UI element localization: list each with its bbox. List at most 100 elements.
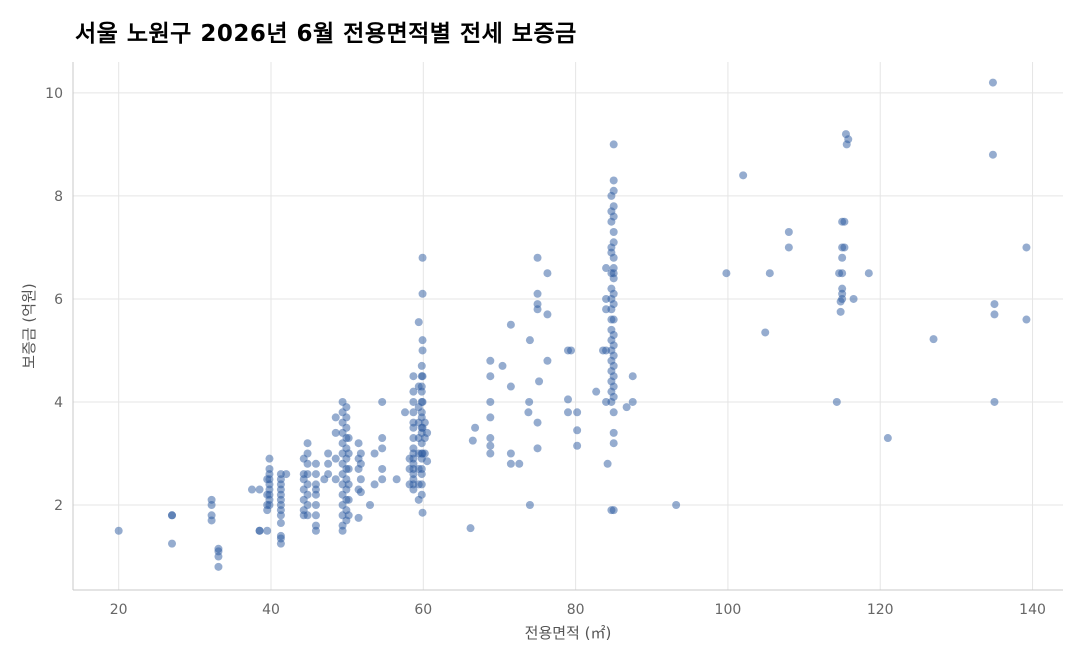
data-point: [543, 310, 552, 319]
data-point: [378, 464, 387, 473]
data-point: [609, 186, 618, 195]
data-point: [423, 428, 432, 437]
data-point: [609, 176, 618, 185]
data-point: [214, 562, 223, 571]
data-point: [722, 269, 731, 278]
data-point: [609, 428, 618, 437]
data-point: [342, 413, 351, 422]
data-point: [498, 361, 507, 370]
data-point: [276, 539, 285, 548]
data-point: [344, 434, 353, 443]
data-point: [533, 418, 542, 427]
data-point: [765, 269, 774, 278]
data-point: [331, 428, 340, 437]
x-tick-label: 100: [715, 602, 742, 618]
y-tick-label: 6: [54, 292, 63, 308]
data-point: [761, 328, 770, 337]
data-point: [370, 449, 379, 458]
x-axis-label: 전용면적 (㎡): [525, 624, 612, 642]
data-point: [207, 516, 216, 525]
data-point: [609, 382, 618, 391]
data-point: [535, 377, 544, 386]
data-point: [356, 449, 365, 458]
data-point: [471, 423, 480, 432]
data-point: [354, 439, 363, 448]
y-axis-label: 보증금 (억원): [20, 283, 38, 368]
tick-labels: 20 40 60 80 100 120 140 2 4 6 8 10: [45, 86, 1046, 618]
data-point: [414, 318, 423, 327]
x-tick-label: 60: [414, 602, 432, 618]
x-tick-label: 40: [262, 602, 280, 618]
data-point: [486, 397, 495, 406]
data-point: [311, 470, 320, 479]
data-point: [838, 269, 847, 278]
data-point: [344, 449, 353, 458]
data-point: [418, 253, 427, 262]
data-point: [378, 397, 387, 406]
data-point: [303, 480, 312, 489]
data-point: [311, 501, 320, 510]
data-point: [417, 387, 426, 396]
data-point: [344, 495, 353, 504]
y-tick-label: 2: [54, 498, 63, 514]
data-point: [506, 382, 515, 391]
data-point: [988, 150, 997, 159]
data-point: [311, 459, 320, 468]
data-point: [533, 289, 542, 298]
data-point: [784, 243, 793, 252]
data-point: [331, 475, 340, 484]
data-point: [255, 485, 264, 494]
data-point: [356, 488, 365, 497]
data-point: [486, 372, 495, 381]
data-point: [486, 449, 495, 458]
data-point: [628, 397, 637, 406]
x-tick-label: 120: [867, 602, 894, 618]
data-point: [409, 485, 418, 494]
data-point: [378, 434, 387, 443]
data-point: [276, 511, 285, 520]
data-point: [592, 387, 601, 396]
x-tick-label: 140: [1019, 602, 1046, 618]
data-point: [420, 449, 429, 458]
data-point: [311, 511, 320, 520]
data-point: [609, 361, 618, 370]
data-point: [409, 408, 418, 417]
data-point: [533, 305, 542, 314]
axes: [72, 62, 1063, 591]
data-point: [840, 243, 849, 252]
data-point: [609, 351, 618, 360]
data-point: [609, 140, 618, 149]
data-point: [739, 171, 748, 180]
data-point: [622, 403, 631, 412]
data-point: [883, 434, 892, 443]
data-point: [114, 526, 123, 535]
data-point: [342, 403, 351, 412]
data-point: [486, 413, 495, 422]
chart-title: 서울 노원구 2026년 6월 전용면적별 전세 보증금: [75, 21, 577, 47]
data-point: [628, 372, 637, 381]
data-point: [303, 511, 312, 520]
data-point: [378, 475, 387, 484]
data-point: [486, 356, 495, 365]
data-point: [836, 307, 845, 316]
y-tick-label: 10: [45, 86, 63, 102]
data-point: [418, 508, 427, 517]
data-point: [609, 202, 618, 211]
data-point: [672, 501, 681, 510]
data-point: [609, 331, 618, 340]
data-point: [609, 274, 618, 283]
data-point: [525, 397, 534, 406]
data-point: [832, 397, 841, 406]
grid-lines: [73, 62, 1063, 590]
data-point: [418, 289, 427, 298]
data-point: [468, 436, 477, 445]
data-point: [265, 501, 274, 510]
data-point: [207, 501, 216, 510]
data-point: [303, 439, 312, 448]
data-point: [609, 227, 618, 236]
data-point: [609, 238, 618, 247]
data-point: [573, 441, 582, 450]
data-point: [524, 408, 533, 417]
data-point: [609, 212, 618, 221]
data-point: [409, 423, 418, 432]
